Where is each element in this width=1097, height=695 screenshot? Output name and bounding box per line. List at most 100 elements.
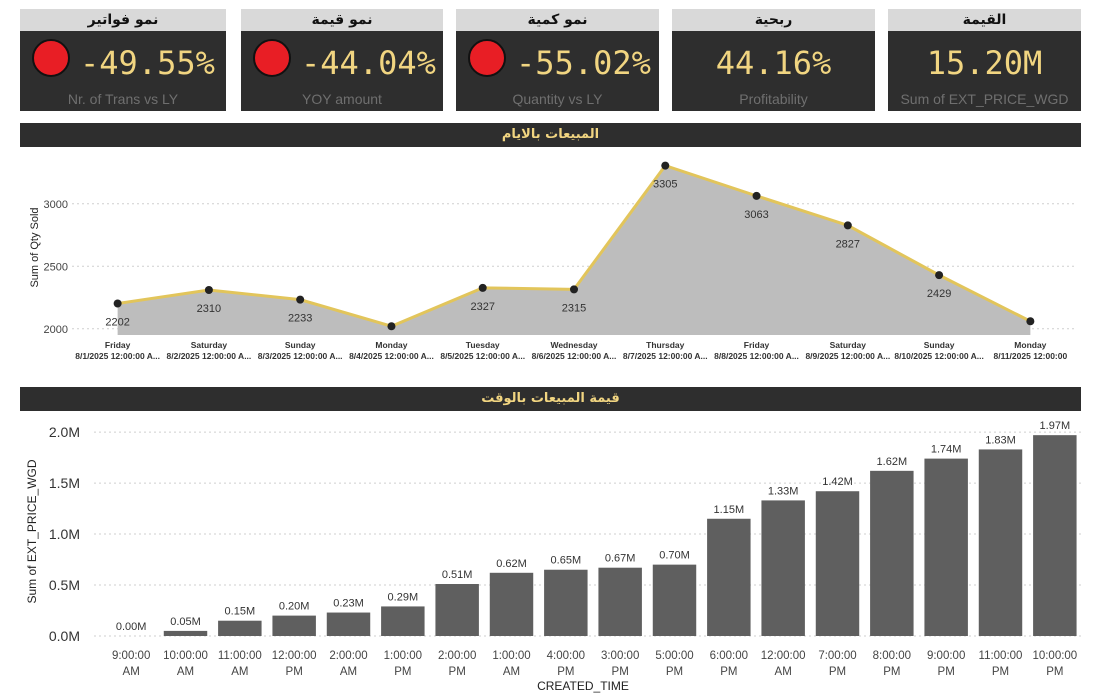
x-tick-label-time: 12:00:00 bbox=[761, 650, 806, 662]
x-tick-label-time: 1:00:00 bbox=[384, 650, 422, 662]
x-tick-date: 8/1/2025 12:00:00 A... bbox=[75, 351, 160, 361]
x-tick-label-ampm: PM bbox=[883, 666, 900, 678]
x-tick-label-time: 3:00:00 bbox=[601, 650, 639, 662]
x-tick-day: Monday bbox=[1014, 340, 1046, 350]
x-tick-label-time: 1:00:00 bbox=[492, 650, 530, 662]
data-point bbox=[570, 285, 578, 294]
red-status-icon bbox=[32, 39, 70, 77]
kpi-title: نمو كمية bbox=[456, 9, 659, 31]
kpi-value: -49.55% bbox=[80, 44, 215, 82]
x-tick-date: 8/6/2025 12:00:00 A... bbox=[532, 351, 617, 361]
kpi-value: -55.02% bbox=[516, 44, 651, 82]
kpi-subtitle: Quantity vs LY bbox=[512, 91, 603, 107]
data-point bbox=[752, 191, 761, 200]
x-tick-label-time: 8:00:00 bbox=[873, 650, 911, 662]
y-tick-label: 3000 bbox=[44, 199, 68, 211]
kpi-subtitle: Nr. of Trans vs LY bbox=[67, 91, 179, 107]
y-axis-label: Sum of EXT_PRICE_WGD bbox=[25, 459, 39, 603]
x-tick-label-ampm: PM bbox=[829, 666, 846, 678]
x-tick-day: Friday bbox=[744, 340, 770, 350]
bar-value-label: 0.20M bbox=[279, 601, 310, 613]
x-tick-label-ampm: AM bbox=[503, 666, 520, 678]
bar-value-label: 1.83M bbox=[985, 434, 1016, 446]
data-label: 2202 bbox=[105, 317, 129, 329]
kpi-title: القيمة bbox=[888, 9, 1081, 31]
x-tick-label-ampm: PM bbox=[720, 666, 737, 678]
y-tick-label: 1.0M bbox=[49, 526, 80, 542]
y-tick-label: 2.0M bbox=[49, 424, 80, 440]
bar bbox=[707, 518, 751, 636]
x-tick-label-ampm: AM bbox=[340, 666, 357, 678]
data-label: 2310 bbox=[197, 303, 221, 315]
x-tick-label-ampm: PM bbox=[449, 666, 466, 678]
kpi-card-profitability[interactable]: ربحية 44.16% Profitability bbox=[672, 9, 875, 111]
kpi-subtitle: YOY amount bbox=[302, 91, 382, 107]
bar-value-label: 1.33M bbox=[768, 485, 799, 497]
x-tick-date: 8/3/2025 12:00:00 A... bbox=[258, 351, 343, 361]
data-point bbox=[204, 286, 213, 294]
x-tick-day: Wednesday bbox=[550, 340, 597, 350]
kpi-subtitle: Profitability bbox=[739, 91, 808, 107]
x-tick-label-ampm: AM bbox=[177, 666, 194, 678]
red-status-icon bbox=[253, 39, 291, 77]
y-tick-label: 2500 bbox=[44, 261, 68, 273]
data-point bbox=[113, 299, 122, 308]
x-tick-label-time: 10:00:00 bbox=[1032, 650, 1077, 662]
x-tick-day: Sunday bbox=[285, 340, 316, 350]
bar bbox=[652, 564, 697, 636]
bar bbox=[489, 572, 534, 636]
x-tick-label-time: 9:00:00 bbox=[927, 650, 965, 662]
x-tick-date: 8/10/2025 12:00:00 A... bbox=[894, 351, 983, 361]
x-tick-date: 8/4/2025 12:00:00 A... bbox=[349, 351, 434, 361]
bar-value-label: 0.62M bbox=[496, 558, 527, 570]
bar-value-label: 1.42M bbox=[822, 476, 853, 488]
kpi-subtitle: Sum of EXT_PRICE_WGD bbox=[900, 91, 1069, 107]
bar-value-label: 0.23M bbox=[333, 598, 364, 610]
data-point bbox=[1026, 317, 1035, 326]
data-point bbox=[478, 283, 487, 292]
x-tick-label-ampm: PM bbox=[992, 666, 1009, 678]
data-label: 2315 bbox=[562, 302, 586, 314]
bar bbox=[924, 458, 968, 636]
x-tick-date: 8/9/2025 12:00:00 A... bbox=[805, 351, 890, 361]
kpi-card-total-value[interactable]: القيمة 15.20M Sum of EXT_PRICE_WGD bbox=[888, 9, 1081, 111]
y-tick-label: 0.5M bbox=[49, 577, 80, 593]
bar bbox=[761, 500, 805, 636]
bar-value-label: 1.74M bbox=[931, 444, 962, 456]
x-tick-label-time: 6:00:00 bbox=[710, 650, 748, 662]
bar bbox=[978, 449, 1023, 636]
y-tick-label: 1.5M bbox=[49, 475, 80, 491]
kpi-card-quantity-growth[interactable]: نمو كمية -55.02% Quantity vs LY bbox=[456, 9, 659, 111]
x-tick-label-time: 10:00:00 bbox=[163, 650, 208, 662]
x-tick-day: Sunday bbox=[924, 340, 955, 350]
data-label: 3063 bbox=[744, 209, 768, 221]
hourly-sales-bar-chart[interactable]: 0.0M 0.5M 1.0M 1.5M 2.0M Sum of EXT_PRICE_WGD… bbox=[0, 412, 1097, 695]
kpi-card-amount-growth[interactable]: نمو قيمة -44.04% YOY amount bbox=[241, 9, 443, 111]
bar bbox=[326, 612, 371, 636]
bar bbox=[815, 491, 860, 636]
x-tick-date: 8/11/2025 12:00:00 bbox=[993, 351, 1067, 361]
kpi-value: 44.16% bbox=[715, 44, 832, 82]
x-tick-date: 8/5/2025 12:00:00 A... bbox=[440, 351, 525, 361]
x-tick-label-time: 2:00:00 bbox=[329, 650, 367, 662]
kpi-card-transactions-growth[interactable]: نمو فواتير -49.55% Nr. of Trans vs LY bbox=[20, 9, 226, 111]
area-fill bbox=[117, 165, 1031, 335]
x-tick-date: 8/7/2025 12:00:00 A... bbox=[623, 351, 708, 361]
kpi-value: -44.04% bbox=[301, 44, 436, 82]
bar-value-label: 0.67M bbox=[605, 553, 636, 565]
bar-value-label: 1.97M bbox=[1040, 420, 1071, 432]
y-axis-label: Sum of Qty Sold bbox=[29, 207, 41, 287]
x-tick-label-ampm: PM bbox=[612, 666, 629, 678]
x-axis-label: CREATED_TIME bbox=[537, 679, 629, 693]
x-tick-label-time: 12:00:00 bbox=[272, 650, 317, 662]
x-tick-day: Saturday bbox=[830, 340, 867, 350]
bar-value-label: 0.51M bbox=[442, 569, 473, 581]
daily-sales-chart-title: المبيعات بالايام bbox=[20, 123, 1081, 147]
bar-value-label: 0.29M bbox=[388, 591, 419, 603]
bar-value-label: 1.15M bbox=[714, 504, 745, 516]
bar bbox=[272, 615, 316, 636]
data-label: 2327 bbox=[470, 301, 494, 313]
data-point bbox=[387, 322, 396, 331]
data-point bbox=[296, 295, 305, 304]
